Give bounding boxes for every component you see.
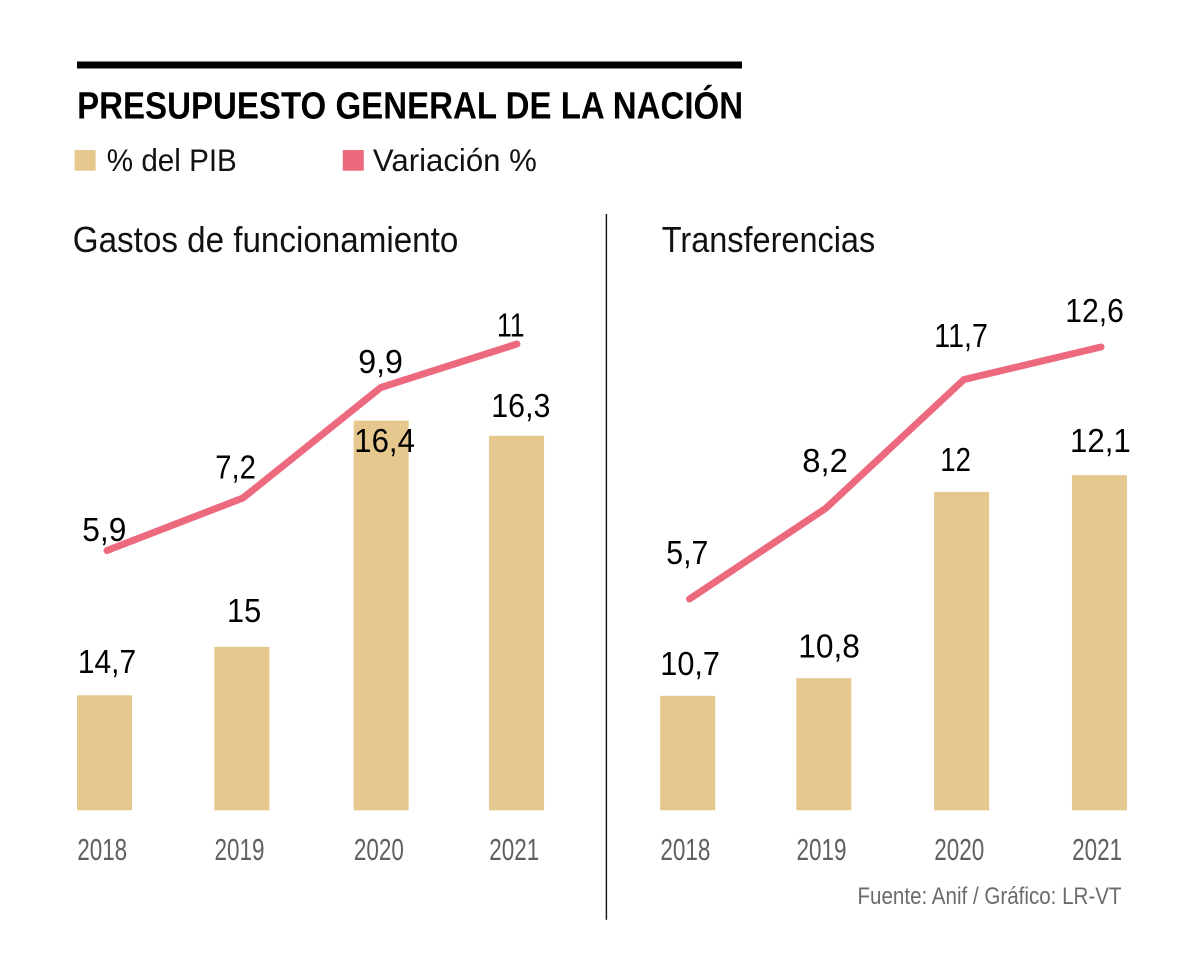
svg-text:2018: 2018 xyxy=(77,833,127,867)
svg-text:2021: 2021 xyxy=(1072,833,1122,867)
svg-text:11,7: 11,7 xyxy=(934,318,988,355)
svg-text:Gastos de funcionamiento: Gastos de funcionamiento xyxy=(73,219,459,260)
svg-text:10,7: 10,7 xyxy=(660,646,720,683)
svg-text:2021: 2021 xyxy=(489,833,539,867)
svg-text:16,4: 16,4 xyxy=(354,423,415,460)
svg-text:8,2: 8,2 xyxy=(802,443,848,480)
svg-text:2019: 2019 xyxy=(215,833,265,867)
svg-text:2018: 2018 xyxy=(660,833,710,867)
svg-text:Variación %: Variación % xyxy=(373,142,537,178)
svg-text:11: 11 xyxy=(497,307,525,344)
svg-text:12: 12 xyxy=(940,442,971,479)
svg-text:2020: 2020 xyxy=(934,833,984,867)
svg-text:15: 15 xyxy=(227,593,261,630)
svg-text:2019: 2019 xyxy=(797,833,847,867)
svg-text:10,8: 10,8 xyxy=(798,629,860,666)
svg-text:16,3: 16,3 xyxy=(491,388,550,425)
svg-text:2020: 2020 xyxy=(354,833,404,867)
svg-text:14,7: 14,7 xyxy=(78,644,136,681)
svg-text:7,2: 7,2 xyxy=(215,450,256,487)
svg-text:5,9: 5,9 xyxy=(82,512,126,549)
svg-text:5,7: 5,7 xyxy=(666,535,708,572)
svg-text:12,6: 12,6 xyxy=(1065,293,1124,330)
svg-text:Transferencias: Transferencias xyxy=(662,219,875,260)
svg-text:PRESUPUESTO GENERAL DE LA NACI: PRESUPUESTO GENERAL DE LA NACIÓN xyxy=(77,84,743,128)
svg-text:Fuente: Anif / Gráfico: LR-VT: Fuente: Anif / Gráfico: LR-VT xyxy=(858,883,1122,910)
svg-text:9,9: 9,9 xyxy=(358,344,403,381)
svg-text:12,1: 12,1 xyxy=(1070,423,1131,460)
svg-text:% del PIB: % del PIB xyxy=(107,142,237,178)
